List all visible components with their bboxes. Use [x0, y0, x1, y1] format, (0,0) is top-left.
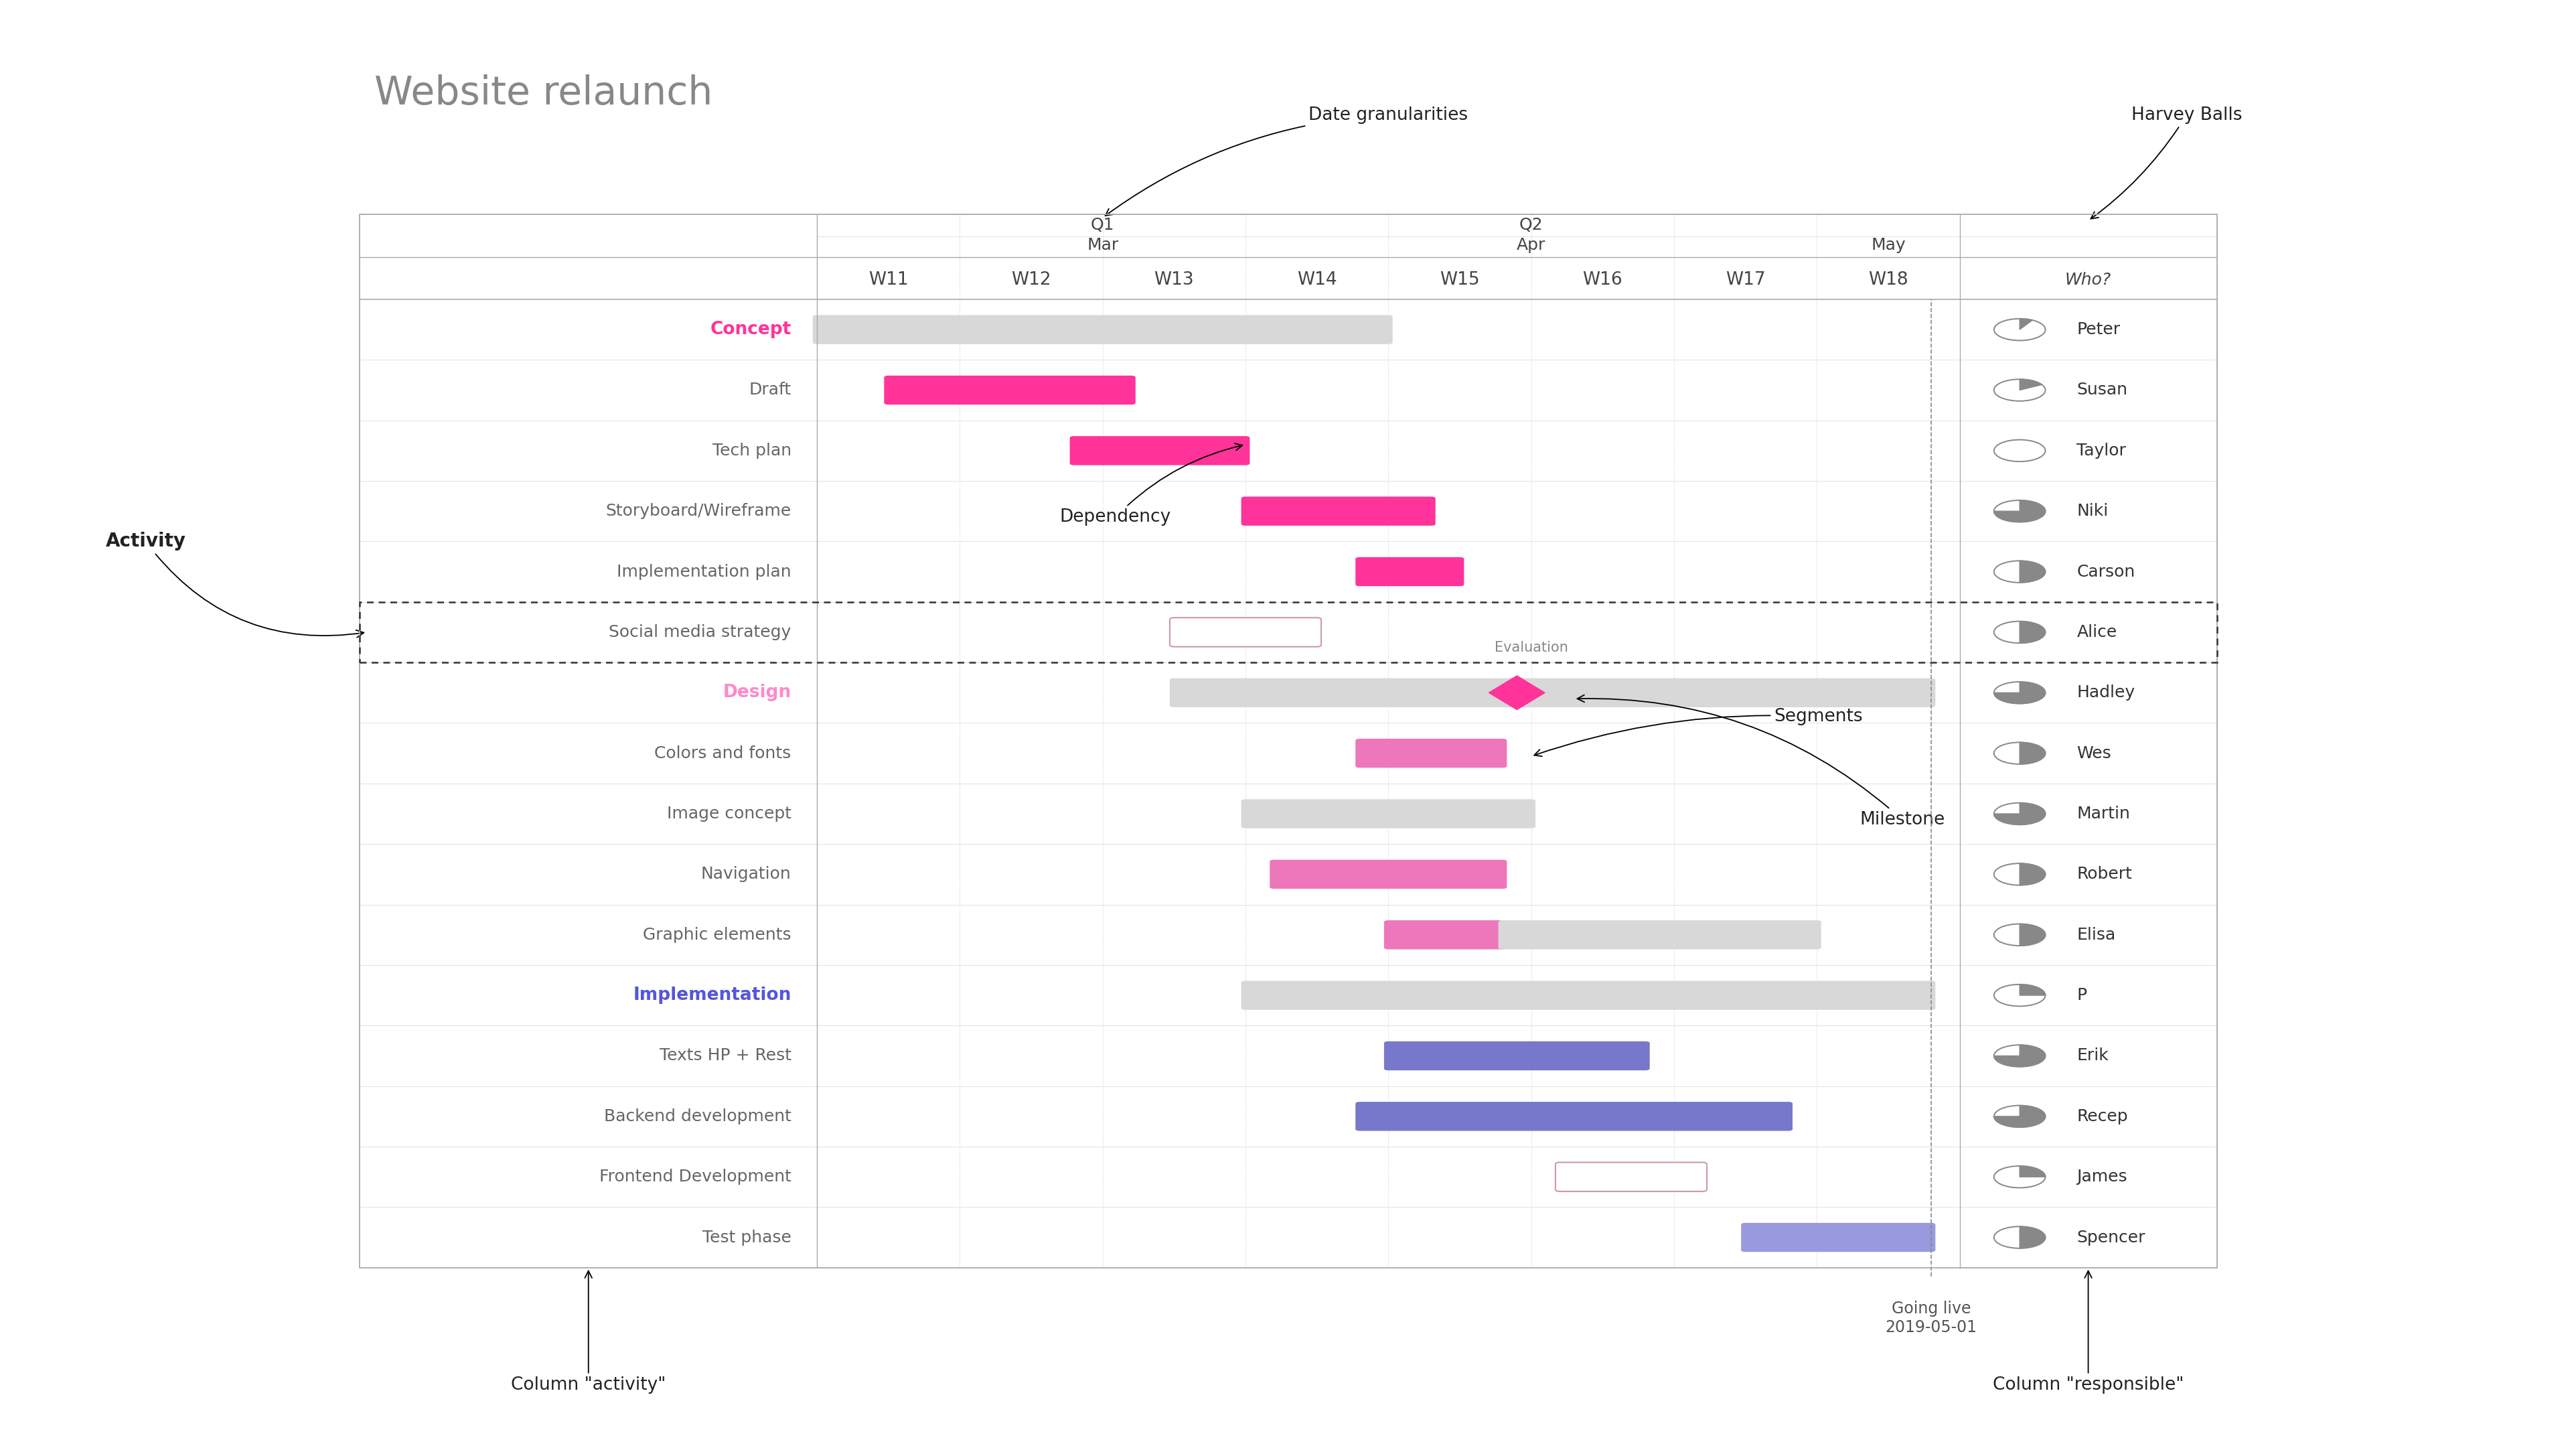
- FancyBboxPatch shape: [1355, 558, 1463, 587]
- FancyBboxPatch shape: [1242, 980, 1935, 1009]
- Text: Q1: Q1: [1090, 218, 1115, 234]
- FancyBboxPatch shape: [1497, 921, 1821, 950]
- Text: Backend development: Backend development: [603, 1108, 791, 1124]
- Text: Martin: Martin: [2076, 806, 2130, 822]
- Text: W16: W16: [1582, 272, 1623, 289]
- Text: Carson: Carson: [2076, 563, 2136, 579]
- Text: Implementation: Implementation: [634, 986, 791, 1003]
- Text: Susan: Susan: [2076, 382, 2128, 398]
- Text: James: James: [2076, 1169, 2128, 1185]
- Text: Niki: Niki: [2076, 504, 2107, 520]
- Text: Graphic elements: Graphic elements: [641, 926, 791, 942]
- FancyBboxPatch shape: [884, 376, 1136, 405]
- Wedge shape: [2020, 923, 2045, 945]
- Text: Apr: Apr: [1517, 237, 1546, 253]
- Text: Robert: Robert: [2076, 867, 2133, 883]
- Bar: [361, 603, 2215, 662]
- Wedge shape: [1994, 803, 2045, 825]
- FancyBboxPatch shape: [1242, 497, 1435, 526]
- Text: Going live
2019-05-01: Going live 2019-05-01: [1886, 1301, 1976, 1336]
- Text: Website relaunch: Website relaunch: [374, 74, 714, 113]
- Text: Who?: Who?: [2063, 272, 2110, 289]
- Text: W17: W17: [1726, 272, 1765, 289]
- Text: Hadley: Hadley: [2076, 685, 2136, 701]
- Wedge shape: [2020, 984, 2045, 995]
- Text: Milestone: Milestone: [1577, 696, 1945, 829]
- Text: Alice: Alice: [2076, 624, 2117, 640]
- FancyBboxPatch shape: [1069, 436, 1249, 465]
- Text: Recep: Recep: [2076, 1108, 2128, 1124]
- Text: Erik: Erik: [2076, 1048, 2107, 1064]
- Text: Activity: Activity: [106, 531, 363, 637]
- Text: Tech plan: Tech plan: [711, 443, 791, 459]
- FancyBboxPatch shape: [1355, 1102, 1793, 1131]
- Wedge shape: [1994, 1045, 2045, 1067]
- Text: Segments: Segments: [1533, 709, 1862, 756]
- Wedge shape: [2020, 1166, 2045, 1178]
- Wedge shape: [2020, 621, 2045, 643]
- Text: Column "activity": Column "activity": [510, 1270, 665, 1394]
- Text: W11: W11: [868, 272, 909, 289]
- Wedge shape: [2020, 560, 2045, 582]
- FancyBboxPatch shape: [1556, 1163, 1705, 1192]
- Text: Texts HP + Rest: Texts HP + Rest: [659, 1048, 791, 1064]
- Text: Column "responsible": Column "responsible": [1991, 1270, 2184, 1394]
- Text: Q2: Q2: [1520, 218, 1543, 234]
- Polygon shape: [1489, 675, 1546, 710]
- Text: Harvey Balls: Harvey Balls: [2089, 106, 2241, 219]
- FancyBboxPatch shape: [811, 315, 1391, 344]
- Text: Mar: Mar: [1087, 237, 1118, 253]
- Text: P: P: [2076, 987, 2087, 1003]
- FancyBboxPatch shape: [1383, 1041, 1649, 1070]
- Wedge shape: [1994, 501, 2045, 523]
- FancyBboxPatch shape: [1270, 860, 1507, 889]
- Text: W12: W12: [1010, 272, 1051, 289]
- Text: Test phase: Test phase: [703, 1230, 791, 1246]
- Text: Image concept: Image concept: [667, 806, 791, 822]
- Wedge shape: [2020, 742, 2045, 764]
- Text: Navigation: Navigation: [701, 867, 791, 883]
- FancyBboxPatch shape: [1355, 739, 1507, 768]
- Wedge shape: [2020, 379, 2040, 391]
- FancyBboxPatch shape: [1242, 799, 1535, 828]
- Wedge shape: [2020, 318, 2032, 330]
- Text: May: May: [1870, 237, 1906, 253]
- FancyBboxPatch shape: [1383, 921, 1507, 950]
- Text: Evaluation: Evaluation: [1494, 642, 1569, 655]
- Text: Concept: Concept: [711, 321, 791, 338]
- Text: W14: W14: [1296, 272, 1337, 289]
- Wedge shape: [2020, 1227, 2045, 1249]
- Text: Social media strategy: Social media strategy: [608, 624, 791, 640]
- Text: Storyboard/Wireframe: Storyboard/Wireframe: [605, 504, 791, 520]
- Wedge shape: [1994, 1105, 2045, 1127]
- FancyBboxPatch shape: [1741, 1223, 1935, 1252]
- Wedge shape: [2020, 864, 2045, 886]
- Text: W13: W13: [1154, 272, 1193, 289]
- Wedge shape: [1994, 682, 2045, 704]
- Text: W15: W15: [1440, 272, 1479, 289]
- Bar: [361, 215, 2215, 1268]
- FancyBboxPatch shape: [1170, 617, 1321, 646]
- Text: Elisa: Elisa: [2076, 926, 2115, 942]
- Text: Frontend Development: Frontend Development: [600, 1169, 791, 1185]
- Text: Implementation plan: Implementation plan: [616, 563, 791, 579]
- Text: Wes: Wes: [2076, 745, 2110, 761]
- Text: Spencer: Spencer: [2076, 1230, 2146, 1246]
- Text: Peter: Peter: [2076, 321, 2120, 338]
- Text: Dependency: Dependency: [1059, 443, 1242, 526]
- Text: W18: W18: [1868, 272, 1909, 289]
- FancyBboxPatch shape: [1170, 678, 1935, 707]
- Text: Colors and fonts: Colors and fonts: [654, 745, 791, 761]
- Text: Date granularities: Date granularities: [1105, 106, 1468, 216]
- Text: Taylor: Taylor: [2076, 443, 2125, 459]
- Text: Draft: Draft: [750, 382, 791, 398]
- Text: Design: Design: [724, 684, 791, 701]
